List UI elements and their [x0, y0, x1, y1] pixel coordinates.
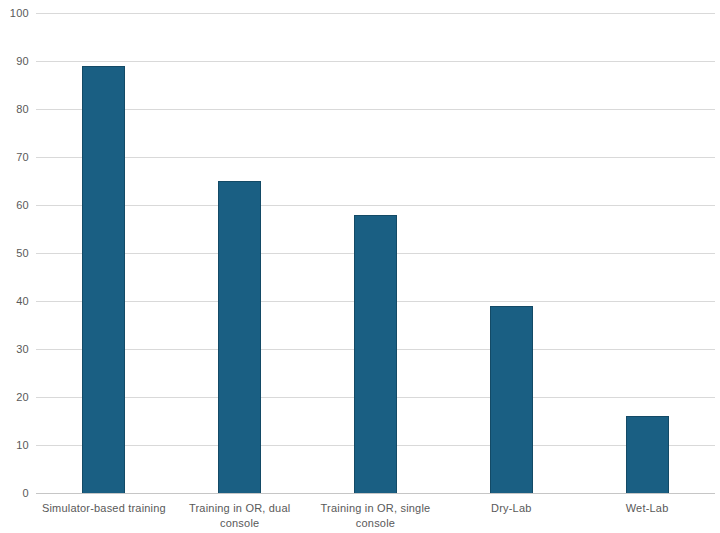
- gridline-60: [36, 205, 715, 206]
- y-tick-label-80: 80: [16, 103, 29, 115]
- y-tick-label-30: 30: [16, 343, 29, 355]
- gridline-70: [36, 157, 715, 158]
- bar-simulator-based-training: [82, 66, 125, 493]
- gridline-80: [36, 109, 715, 110]
- y-tick-label-50: 50: [16, 247, 29, 259]
- plot-area: [36, 13, 715, 493]
- y-axis: 0102030405060708090100: [0, 13, 29, 493]
- y-tick-label-100: 100: [10, 7, 29, 19]
- x-tick-label-training-in-or-single-console: Training in OR, single console: [308, 501, 444, 531]
- bar-chart: 0 10 20 30 40 50 60 70 80 90 100 Simulator-based t…: [0, 0, 720, 533]
- y-tick-label-60: 60: [16, 199, 29, 211]
- bar-dry-lab: [490, 306, 533, 493]
- bar-training-in-or-dual-console: [218, 181, 261, 493]
- y-tick-label-40: 40: [16, 295, 29, 307]
- x-tick-label-training-in-or-dual-console: Training in OR, dual console: [172, 501, 308, 531]
- y-tick-label-90: 90: [16, 55, 29, 67]
- y-tick-label-70: 70: [16, 151, 29, 163]
- y-tick-label-0: 0: [23, 487, 29, 499]
- x-tick-label-dry-lab: Dry-Lab: [443, 501, 579, 516]
- x-tick-label-wet-lab: Wet-Lab: [579, 501, 715, 516]
- y-tick-label-10: 10: [16, 439, 29, 451]
- y-tick-label-20: 20: [16, 391, 29, 403]
- x-axis: Simulator-based trainingTraining in OR, …: [36, 501, 715, 533]
- x-tick-label-simulator-based-training: Simulator-based training: [36, 501, 172, 516]
- bar-wet-lab: [626, 416, 669, 493]
- gridline-90: [36, 61, 715, 62]
- gridline-100: [36, 13, 715, 14]
- bar-training-in-or-single-console: [354, 215, 397, 493]
